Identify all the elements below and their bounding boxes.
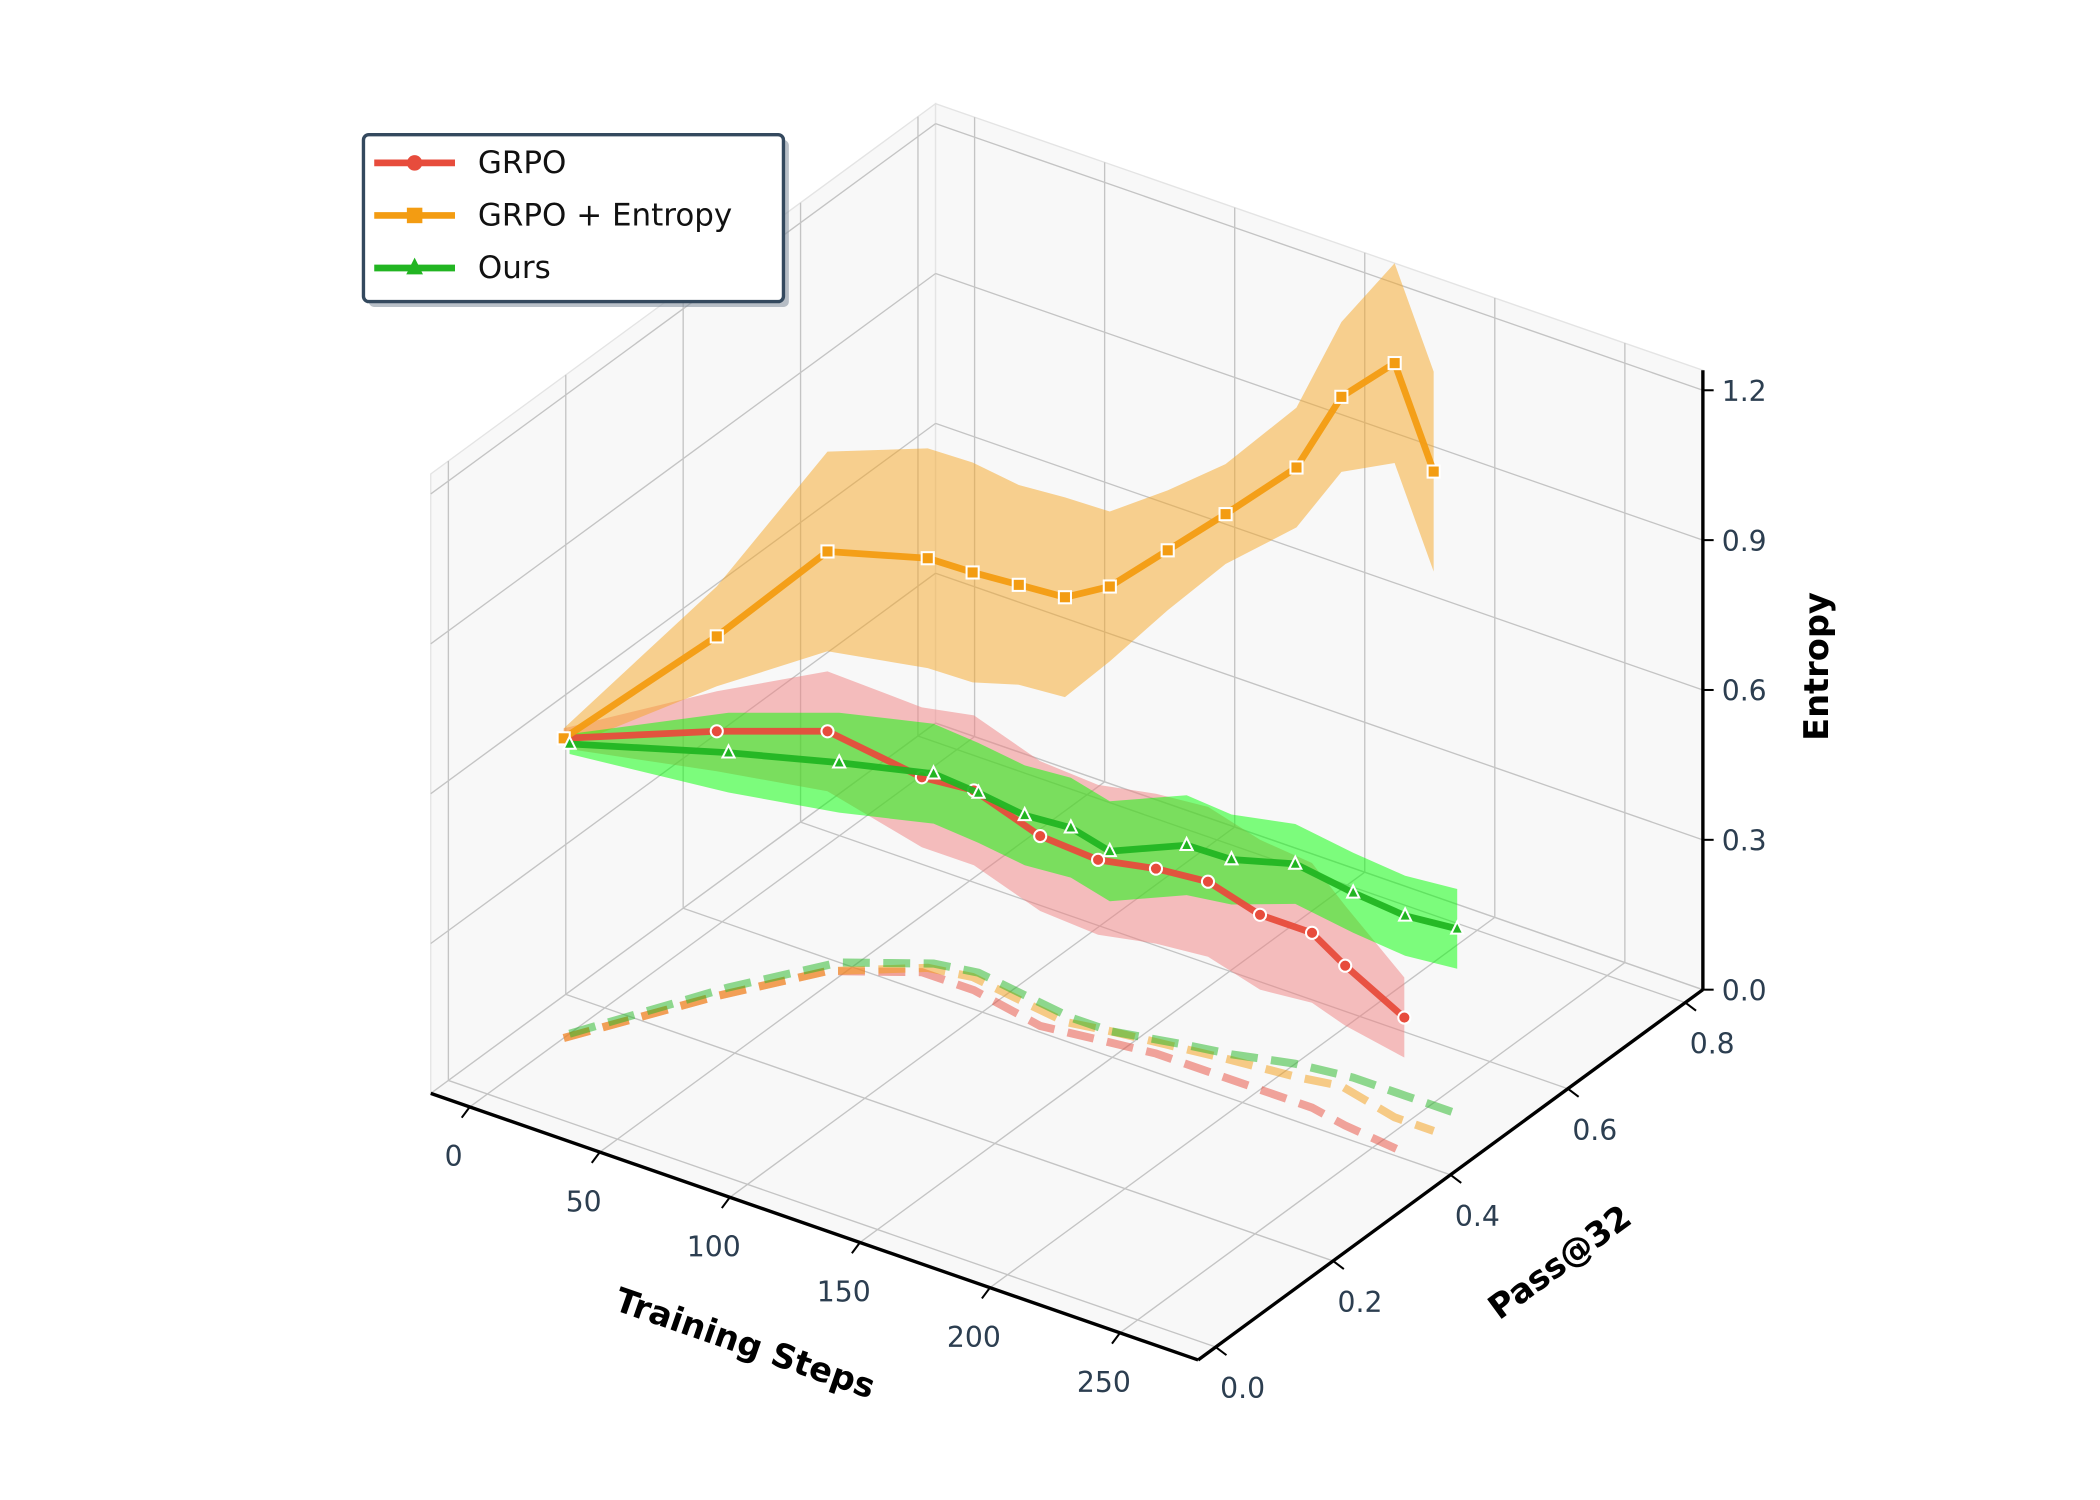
x-tick (1111, 1332, 1121, 1345)
z-axis-title: Entropy (1797, 592, 1836, 741)
marker (1148, 861, 1164, 876)
grid-line (935, 422, 1704, 691)
marker (709, 629, 724, 644)
marker (1091, 852, 1106, 867)
marker (1289, 460, 1304, 475)
x-tick-label: 100 (687, 1230, 741, 1263)
marker (1063, 818, 1079, 834)
marker (1200, 874, 1216, 889)
marker (1057, 590, 1072, 605)
marker (406, 155, 423, 171)
legend-label: GRPO + Entropy (478, 197, 732, 233)
z-tick-label: 1.2 (1722, 375, 1767, 408)
y-axis-title: Pass@32 (1481, 1197, 1639, 1327)
z-tick-label: 0.9 (1722, 525, 1767, 558)
y-tick-label: 0.4 (1455, 1200, 1500, 1233)
x-tick-label: 150 (817, 1276, 871, 1309)
marker (925, 764, 942, 780)
floor-projection (562, 967, 1406, 1157)
marker (820, 724, 835, 739)
marker (831, 753, 847, 769)
series-line (561, 359, 1437, 742)
x-tick-label: 250 (1077, 1366, 1131, 1399)
marker (1178, 835, 1195, 852)
marker (1397, 906, 1413, 922)
axis-line (430, 1091, 1199, 1362)
x-tick-label: 50 (566, 1185, 602, 1218)
grid-line (682, 907, 1451, 1176)
y-tick-label: 0.6 (1572, 1114, 1617, 1147)
x-tick-label: 0 (445, 1140, 463, 1173)
marker (1345, 883, 1361, 899)
marker (406, 257, 423, 275)
x-tick-label: 200 (947, 1321, 1001, 1354)
y-tick (1684, 1001, 1697, 1012)
confidence-band (569, 712, 1458, 969)
marker (1218, 507, 1233, 522)
marker (561, 734, 578, 750)
x-tick (590, 1151, 601, 1164)
y-tick-label: 0.0 (1220, 1372, 1265, 1405)
marker (1102, 579, 1117, 594)
grid-line (430, 123, 936, 495)
y-tick (1332, 1260, 1345, 1270)
marker (970, 783, 987, 799)
grid-line (430, 272, 936, 645)
grid-line (800, 821, 1569, 1090)
z-tick-label: 0.3 (1722, 825, 1767, 858)
marker (1338, 958, 1353, 973)
legend-label: GRPO (478, 145, 567, 181)
marker (1397, 1010, 1412, 1025)
marker (709, 724, 724, 739)
z-tick-label: 0.6 (1722, 675, 1767, 708)
marker (406, 207, 423, 224)
x-tick (851, 1241, 861, 1254)
z-tick-label: 0.0 (1722, 974, 1767, 1007)
marker (1223, 849, 1240, 866)
y-tick-label: 0.2 (1338, 1286, 1383, 1319)
marker (920, 551, 935, 566)
marker (720, 743, 737, 759)
floor-projection (568, 958, 1459, 1118)
y-tick (1567, 1087, 1580, 1098)
x-tick (460, 1106, 471, 1119)
marker (1449, 919, 1465, 935)
marker (1033, 829, 1048, 844)
marker (1252, 907, 1268, 922)
marker (1017, 805, 1033, 822)
grid-line (448, 1079, 1216, 1348)
y-tick-label: 0.8 (1690, 1028, 1735, 1061)
y-tick (1449, 1174, 1462, 1184)
confidence-band (563, 263, 1434, 749)
marker (1387, 356, 1402, 371)
legend: GRPO GRPO + Entropy Ours (361, 132, 789, 308)
y-tick (1215, 1346, 1228, 1356)
marker (1304, 925, 1320, 940)
marker (965, 565, 980, 580)
marker (820, 544, 835, 559)
marker (1287, 854, 1303, 870)
legend-label: Ours (478, 250, 551, 286)
marker (1334, 389, 1349, 404)
series-line (569, 740, 1459, 933)
grid-line (935, 123, 1704, 391)
grid-line (565, 993, 1334, 1262)
x-tick (981, 1287, 991, 1300)
marker (1102, 841, 1118, 858)
marker (1011, 577, 1026, 592)
marker (1160, 543, 1175, 558)
marker (1426, 464, 1441, 479)
x-tick (721, 1196, 731, 1209)
legend-frame (361, 132, 786, 304)
